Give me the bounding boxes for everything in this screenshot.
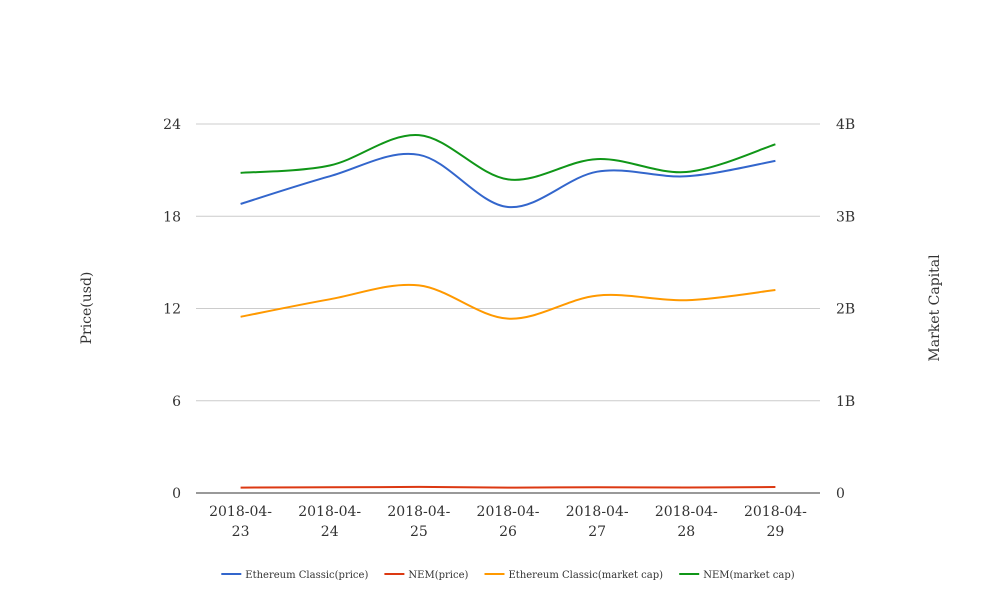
right-y-tick-label: 2B	[836, 302, 855, 318]
left-y-tick-label: 0	[172, 486, 181, 502]
x-tick-label: 2018-04-23	[209, 504, 272, 540]
right-y-tick-label: 4B	[836, 117, 855, 133]
legend-label: Ethereum Classic(market cap)	[509, 570, 664, 581]
right-y-tick-label: 1B	[836, 394, 855, 410]
left-y-tick-label: 24	[163, 117, 181, 133]
x-tick-label: 2018-04-27	[566, 504, 629, 540]
legend: Ethereum Classic(price) NEM(price) Ethereu…	[221, 570, 795, 581]
x-tick-label: 2018-04-26	[477, 504, 540, 540]
right-y-axis-ticks: 0 1B 2B 3B 4B	[836, 117, 855, 502]
x-tick-label: 2018-04-28	[655, 504, 718, 540]
left-y-tick-label: 12	[163, 302, 181, 318]
right-y-tick-label: 3B	[836, 209, 855, 225]
legend-label: NEM(price)	[408, 570, 468, 581]
left-y-axis-title: Price(usd)	[79, 272, 95, 345]
series-lines	[240, 134, 776, 489]
legend-item[interactable]: Ethereum Classic(price)	[221, 570, 368, 581]
legend-label: Ethereum Classic(price)	[245, 570, 368, 581]
gridlines	[196, 123, 820, 402]
series-line-ethereum-classic-market-cap	[240, 283, 776, 320]
right-y-tick-label: 0	[836, 486, 845, 502]
x-axis-ticks: 2018-04-23 2018-04-24 2018-04-25 2018-04-26…	[209, 504, 807, 540]
right-y-axis-title: Market Capital	[927, 254, 943, 362]
x-tick-label: 2018-04-29	[744, 504, 807, 540]
series-line-nem-market-cap	[240, 134, 776, 181]
left-y-tick-label: 6	[172, 394, 181, 410]
x-tick-label: 2018-04-24	[298, 504, 361, 540]
legend-item[interactable]: Ethereum Classic(market cap)	[484, 570, 664, 581]
x-tick-label: 2018-04-25	[387, 504, 450, 540]
series-line-ethereum-classic-price	[240, 152, 776, 209]
legend-item[interactable]: NEM(market cap)	[679, 570, 795, 581]
left-y-tick-label: 18	[163, 209, 181, 225]
legend-label: NEM(market cap)	[703, 570, 795, 581]
series-line-nem-price	[240, 485, 776, 489]
legend-item[interactable]: NEM(price)	[384, 570, 468, 581]
left-y-axis-ticks: 0 6 12 18 24	[163, 117, 181, 502]
